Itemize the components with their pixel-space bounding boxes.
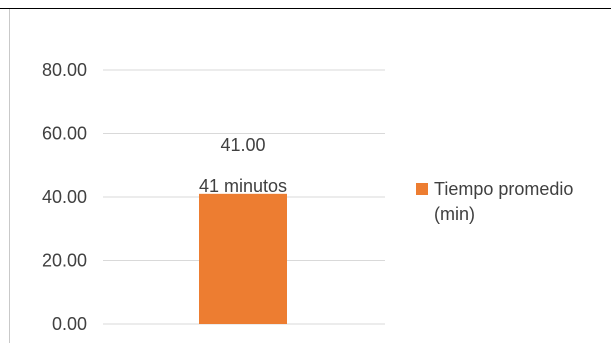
bar <box>199 193 287 324</box>
legend-label: (min) <box>434 204 475 224</box>
top-border <box>0 8 611 9</box>
y-tick-label: 20.00 <box>42 251 87 271</box>
legend: Tiempo promedio (min) <box>416 179 573 224</box>
data-label: 41.00 <box>220 135 265 155</box>
y-tick-label: 60.00 <box>42 124 87 144</box>
y-tick-label: 80.00 <box>42 60 87 80</box>
bars <box>199 193 287 324</box>
left-border <box>9 9 10 343</box>
bar-annotation: 41 minutos <box>199 176 287 196</box>
legend-label: Tiempo promedio <box>434 179 573 199</box>
legend-swatch <box>416 183 428 195</box>
data-labels: 41.00 41 minutos <box>199 135 287 196</box>
y-axis-ticks: 0.00 20.00 40.00 60.00 80.00 <box>42 60 87 334</box>
y-tick-label: 40.00 <box>42 187 87 207</box>
y-tick-label: 0.00 <box>52 314 87 334</box>
